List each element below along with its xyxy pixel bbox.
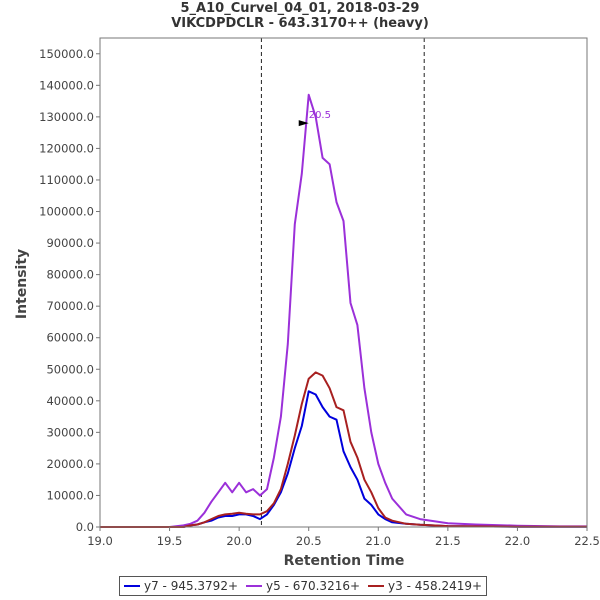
legend-label: y5 - 670.3216+: [266, 579, 361, 593]
y-tick-label: 90000.0: [46, 236, 94, 250]
y-tick-label: 150000.0: [39, 47, 94, 61]
x-tick-label: 21.0: [365, 534, 391, 548]
y-axis-title: Intensity: [14, 249, 30, 319]
y-tick-label: 80000.0: [46, 268, 94, 282]
y-tick-label: 110000.0: [39, 173, 94, 187]
y-tick-label: 70000.0: [46, 299, 94, 313]
x-tick-label: 22.0: [505, 534, 531, 548]
y-tick-label: 100000.0: [39, 205, 94, 219]
y-tick-label: 130000.0: [39, 110, 94, 124]
legend-label: y3 - 458.2419+: [388, 579, 483, 593]
legend-item-3: y3 - 458.2419+: [368, 579, 482, 593]
peak-arrow-icon: [298, 120, 309, 127]
x-axis-title: Retention Time: [284, 553, 405, 569]
axes-layer: 19.0 19.5 20.0 20.5 21.0 21.5 22.0 22.5 0.0 10000…: [39, 37, 600, 548]
chart-title: 5_A10_Curvel_04_01, 2018-03-29 VIKCDPDCL…: [0, 1, 600, 31]
y-tick-label: 140000.0: [39, 78, 94, 92]
series-layer: [100, 93, 587, 528]
x-tick-label: 21.5: [435, 534, 461, 548]
chart-title-line-2: VIKCDPDCLR - 643.3170++ (heavy): [171, 16, 429, 31]
legend-swatch: [368, 585, 385, 587]
x-tick-label: 20.0: [226, 534, 252, 548]
x-tick-label: 19.0: [87, 534, 113, 548]
annotation-layer: 20.5: [298, 110, 331, 127]
legend-swatch: [246, 585, 263, 587]
legend-item-1: y7 - 945.3792+: [124, 579, 238, 593]
peak-label: 20.5: [309, 110, 331, 121]
y-tick-label: 0.0: [76, 520, 94, 534]
y-tick-label: 40000.0: [46, 394, 94, 408]
x-tick-label: 19.5: [157, 534, 183, 548]
y-tick-label: 10000.0: [46, 488, 94, 502]
y-tick-label: 30000.0: [46, 425, 94, 439]
y-tick-label: 50000.0: [46, 362, 94, 376]
y-tick-label: 60000.0: [46, 331, 94, 345]
chart-title-line-1: 5_A10_Curvel_04_01, 2018-03-29: [180, 1, 420, 16]
marker-layer: [260, 38, 425, 527]
legend-swatch: [124, 585, 140, 587]
legend-label: y7 - 945.3792+: [144, 579, 239, 593]
plot-area: [99, 37, 588, 528]
series-line-3: [100, 371, 587, 528]
series-line-2: [100, 93, 587, 528]
x-tick-label: 22.5: [574, 534, 600, 548]
y-tick-label: 120000.0: [39, 141, 94, 155]
legend-item-2: y5 - 670.3216+: [246, 579, 360, 593]
x-tick-label: 20.5: [296, 534, 322, 548]
legend: y7 - 945.3792+ y5 - 670.3216+ y3 - 458.241…: [119, 576, 488, 596]
y-tick-label: 20000.0: [46, 457, 94, 471]
